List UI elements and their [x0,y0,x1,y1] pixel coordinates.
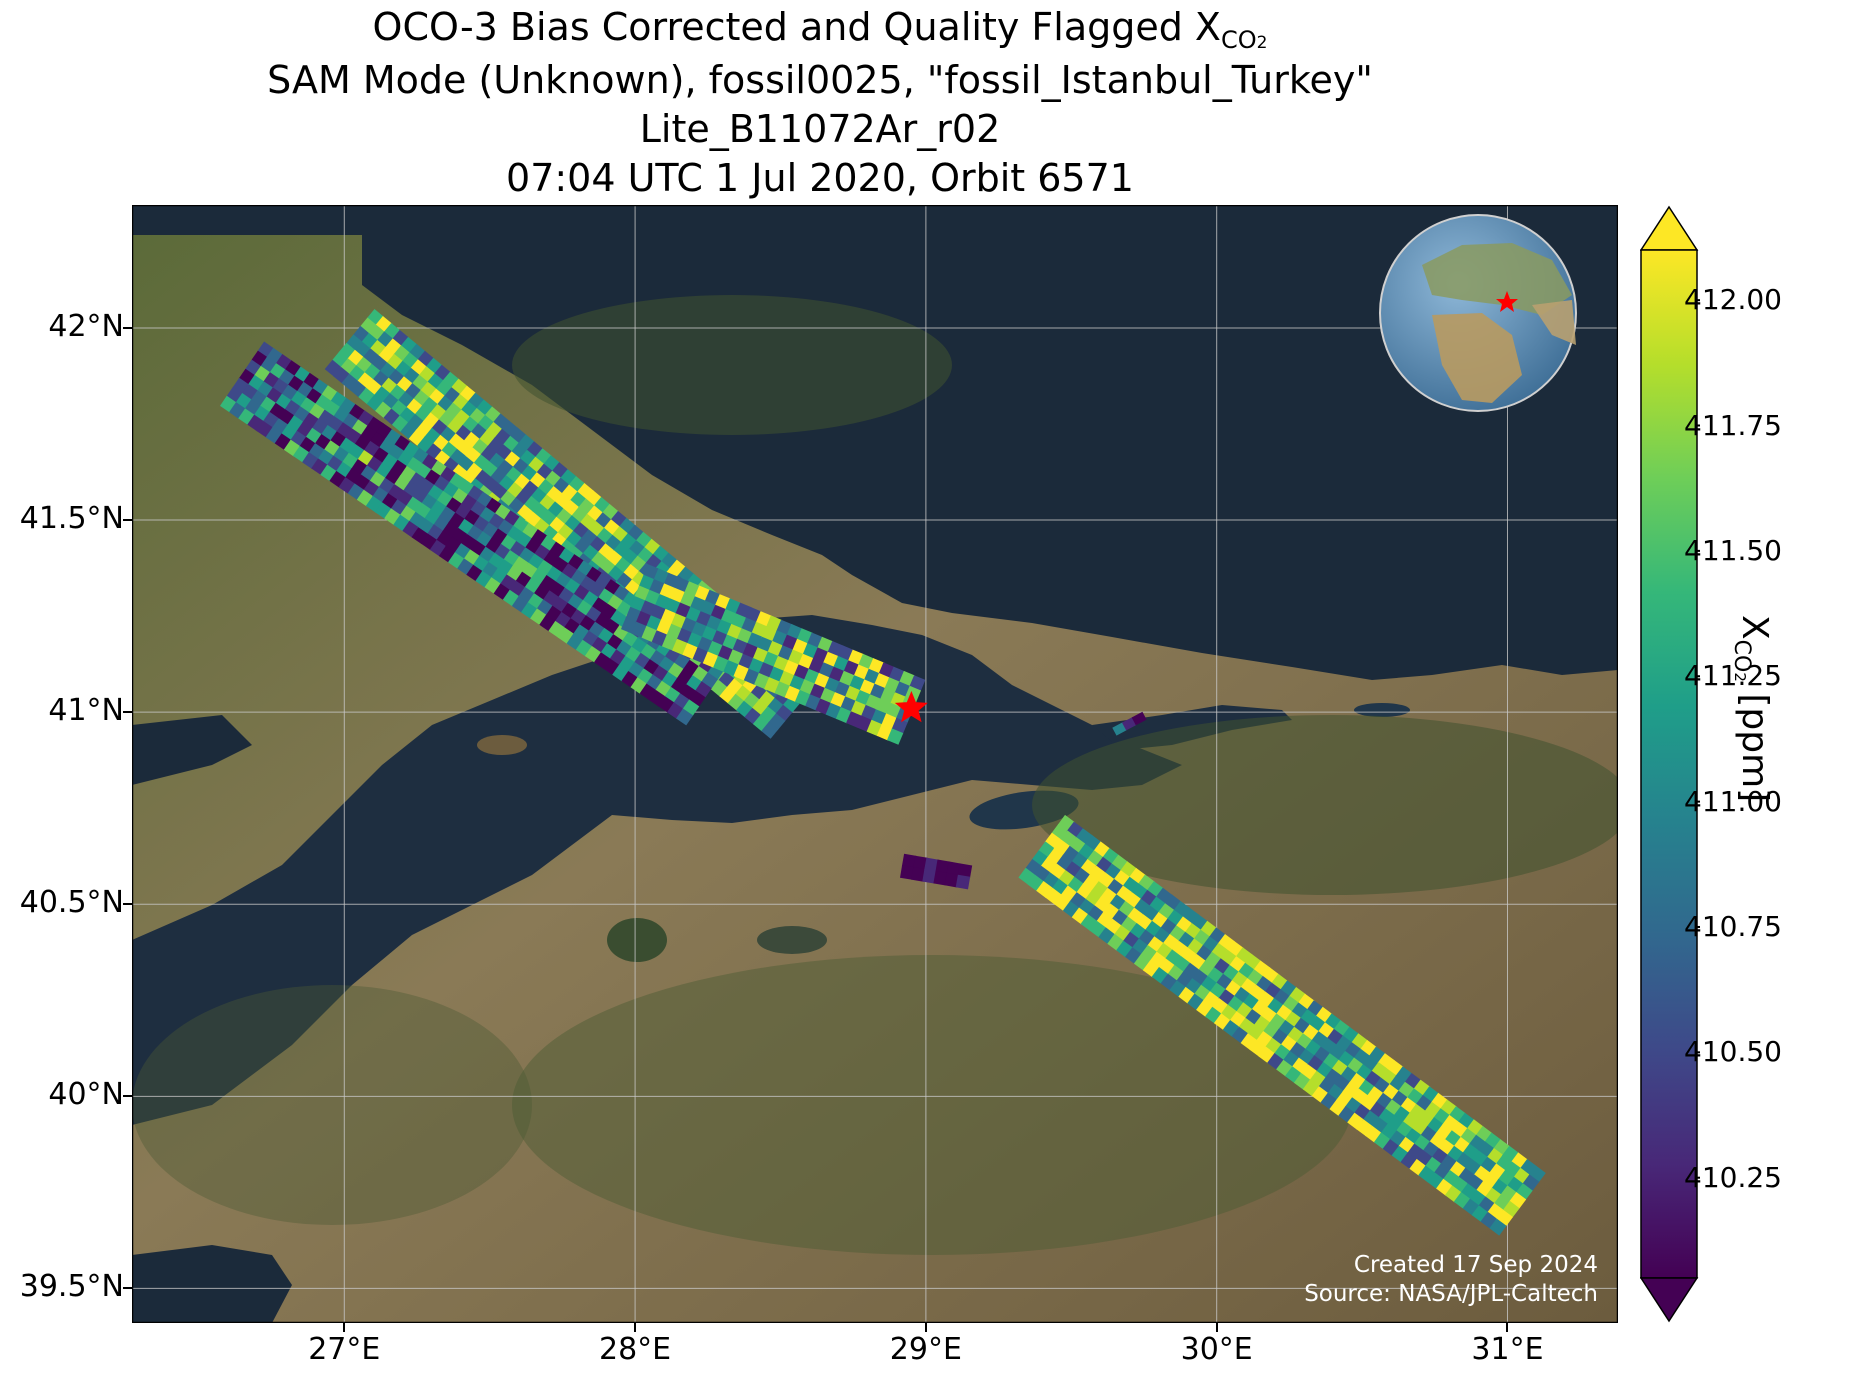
lat-tick-mark [123,711,132,714]
lon-tick-label: 30°E [1180,1332,1253,1367]
forest-patch [132,985,532,1225]
lat-tick-label: 41°N [48,693,124,729]
inset-star-icon [1496,291,1518,312]
xco2-sounding [924,857,939,873]
marmara-island [477,735,527,755]
lon-tick-mark [1506,1323,1509,1332]
map-panel[interactable]: Created 17 Sep 2024 Source: NASA/JPL-Cal… [132,205,1618,1323]
lon-tick-mark [1215,1323,1218,1332]
colorbar-body [1640,249,1698,1279]
chart-title-line1: OCO-3 Bias Corrected and Quality Flagged… [372,5,1268,54]
northwest-coast-strip [132,205,362,235]
lon-tick-label: 27°E [308,1332,381,1367]
map-canvas[interactable] [132,205,1618,1323]
chart-title-line2: SAM Mode (Unknown), fossil0025, "fossil_… [267,58,1373,102]
chart-title-line3: Lite_B11072Ar_r02 [639,107,1001,151]
xco2-sounding [933,870,948,886]
xco2-sounding [1131,711,1147,726]
xco2-sounding [676,708,694,726]
lat-tick-mark [123,1287,132,1290]
aegean-sea [132,1245,292,1323]
xco2-sounding [911,867,926,882]
xco2-sounding [913,855,928,871]
lake-ulubat [757,926,827,954]
xco2-sounding [761,721,779,739]
gridlines [132,205,1618,1323]
lon-tick-mark [634,1323,637,1332]
forest-patch [512,955,1352,1255]
xco2-sounding [944,872,960,888]
globe-arabia [1532,300,1576,345]
globe-europe [1422,243,1572,315]
lat-tick-label: 39.5°N [19,1269,124,1305]
xco2-sounding [946,861,961,877]
xco2-sounding [901,853,917,869]
colorbar-tick-label: 410.25 [1684,1160,1782,1194]
lon-tick-mark [343,1323,346,1332]
lat-tick-mark [123,519,132,522]
colorbar [1640,205,1700,1323]
saros-gulf [132,715,252,785]
colorbar-tick-label: 412.00 [1684,283,1782,317]
inset-globe [1379,214,1577,412]
map-border [132,205,1618,1323]
lat-tick-label: 41.5°N [19,501,124,537]
colorbar-tick-label: 411.00 [1684,784,1782,818]
lat-tick-mark [123,903,132,906]
lat-tick-label: 40°N [48,1077,124,1113]
xco2-sounding [935,859,950,875]
xco2-sounding [922,869,937,884]
xco2-sounding [957,863,973,878]
globe-africa [1432,313,1522,403]
title-subscript: CO2 [1220,26,1268,54]
lake-sapanca [1354,703,1410,717]
colorbar-tick-label: 411.50 [1684,533,1782,567]
xco2-sounding [900,865,915,880]
colorbar-tick-label: 410.75 [1684,909,1782,943]
lake-manyas [607,918,667,962]
forest-patch [1032,715,1618,895]
lat-tick-label: 42°N [48,308,124,344]
chart-title-line4: 07:04 UTC 1 Jul 2020, Orbit 6571 [506,156,1134,200]
lon-tick-label: 31°E [1471,1332,1544,1367]
colorbar-title: XCO2 [ppm] [1729,615,1775,803]
xco2-sounding [955,874,971,890]
credit-source: Source: NASA/JPL-Caltech [1304,1281,1598,1307]
xco2-sounding [1112,722,1128,736]
lat-tick-mark [123,1095,132,1098]
lon-tick-label: 29°E [889,1332,962,1367]
credit-created: Created 17 Sep 2024 [1353,1252,1598,1278]
credits: Created 17 Sep 2024 Source: NASA/JPL-Cal… [1304,1251,1598,1309]
target-star-icon[interactable] [894,690,928,723]
xco2-swaths [220,309,1546,1236]
xco2-sounding [887,728,904,745]
forest-patch [512,295,952,435]
black-sea [132,205,1618,680]
colorbar-ticks [1697,299,1700,1179]
colorbar-extend-bottom [1640,1277,1699,1323]
colorbar-tick-label: 411.75 [1684,408,1782,442]
lon-tick-label: 28°E [599,1332,672,1367]
colorbar-tick-label: 411.25 [1684,659,1782,693]
colorbar-tick-label: 410.50 [1684,1035,1782,1069]
lat-tick-mark [123,326,132,329]
lon-tick-mark [924,1323,927,1332]
lat-tick-label: 40.5°N [19,885,124,921]
colorbar-extend-top [1640,205,1699,251]
xco2-sounding [1489,1218,1507,1236]
sea-of-marmara [132,615,1182,1125]
